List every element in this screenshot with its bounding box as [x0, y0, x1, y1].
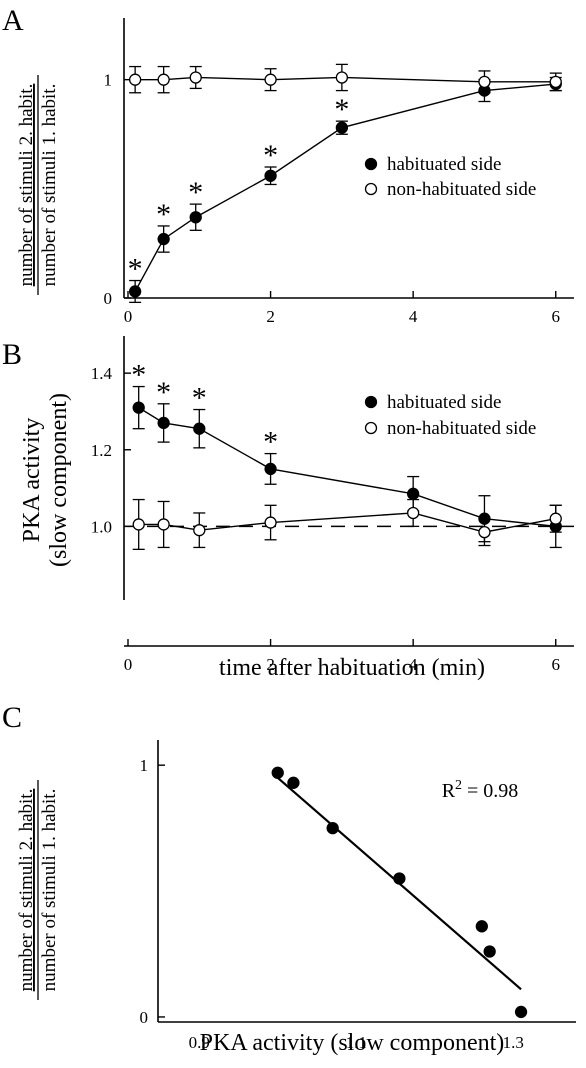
- panel-b-x-tick-label: 4: [409, 655, 418, 674]
- panel-c-point: [475, 920, 488, 933]
- panel-b-ylabel: PKA activity (slow component): [19, 393, 72, 567]
- panel-b-point-filled: [157, 416, 170, 430]
- legend-filled-label: habituated side: [387, 154, 502, 175]
- panel-a: A 0 1 0 2 4 6 * * * * * habituated side non-habit…: [2, 4, 574, 326]
- panel-a-y-tick-label: 0: [104, 289, 113, 308]
- panel-a-legend: habituated side non-habituated side: [364, 154, 536, 200]
- panel-b-point-open: [157, 518, 170, 531]
- panel-c-ylabel-numerator: number of stimuli 2. habit.: [16, 789, 37, 992]
- panel-b-point-open: [478, 525, 491, 539]
- panel-a-point-filled: [335, 121, 349, 134]
- panel-a-x-tick-label: 2: [266, 307, 275, 326]
- panel-a-point-open: [264, 73, 277, 86]
- legend-filled-marker: [364, 157, 378, 171]
- panel-a-significance-star: *: [334, 93, 349, 126]
- panel-b-significance-star: *: [131, 359, 146, 392]
- panel-a-significance-star: *: [263, 139, 278, 172]
- panel-b: B 1.0 1.2 1.4 0 2 4 6 * * * * habituated side non…: [2, 336, 574, 681]
- legend-b-filled-label: habituated side: [387, 392, 502, 413]
- panel-a-x-tick-label: 4: [409, 307, 418, 326]
- panel-b-point-open: [549, 512, 562, 525]
- panel-a-significance-star: *: [128, 253, 143, 286]
- panel-a-axes: 0 1 0 2 4 6: [104, 18, 574, 326]
- panel-b-significance-star: *: [156, 376, 171, 409]
- panel-a-point-filled: [189, 211, 202, 224]
- panel-c-axes: 0 1 0.9 1.1 1.3: [140, 740, 576, 1052]
- panel-c-point: [393, 872, 406, 885]
- r-squared-annotation: R2 = 0.98: [442, 778, 519, 802]
- panel-b-y-tick-label: 1.4: [91, 364, 113, 383]
- panel-letter-c: C: [2, 701, 22, 734]
- panel-b-point-filled: [264, 462, 277, 476]
- panel-b-x-tick-label: 6: [551, 655, 560, 674]
- panel-c-ylabel-denominator: number of stimuli 1. habit.: [39, 789, 60, 992]
- panel-c-y-tick-label: 0: [140, 1008, 149, 1027]
- r-squared-superscript: 2: [455, 778, 462, 793]
- panel-c-point: [271, 766, 284, 779]
- panel-b-point-filled: [132, 401, 145, 414]
- legend-b-open-marker: [364, 421, 378, 435]
- panel-c-ylabel: number of stimuli 2. habit. number of st…: [16, 780, 60, 1000]
- panel-a-point-filled: [128, 285, 142, 298]
- panel-letter-b: B: [2, 338, 22, 371]
- panel-b-point-filled: [193, 422, 206, 435]
- panel-a-point-filled: [264, 169, 277, 182]
- panel-c-plot: [271, 766, 528, 1019]
- panel-c-x-tick-label: 1.1: [346, 1033, 367, 1052]
- panel-a-plot: * * * * *: [128, 63, 562, 304]
- panel-b-point-open: [132, 518, 145, 531]
- panel-letter-a: A: [2, 4, 24, 37]
- panel-b-xlabel: time after habituation (min): [219, 655, 485, 681]
- panel-a-significance-star: *: [188, 176, 203, 209]
- panel-b-y-tick-label: 1.0: [91, 517, 112, 536]
- panel-b-significance-star: *: [192, 382, 207, 415]
- panel-a-point-open: [478, 75, 491, 88]
- panel-b-x-tick-label: 0: [124, 655, 133, 674]
- panel-c-point: [326, 821, 339, 835]
- panel-a-point-filled: [157, 232, 170, 246]
- panel-c-point: [287, 776, 300, 789]
- panel-b-point-open: [193, 524, 206, 537]
- panel-b-point-open: [407, 506, 420, 520]
- panel-b-plot: * * * *: [124, 359, 574, 551]
- panel-c-y-tick-label: 1: [140, 756, 149, 775]
- panel-a-x-tick-label: 0: [124, 307, 133, 326]
- panel-a-ylabel-numerator: number of stimuli 2. habit.: [16, 84, 37, 287]
- panel-a-point-open: [189, 71, 202, 84]
- panel-b-x-tick-label: 2: [266, 655, 275, 674]
- panel-b-point-open: [264, 516, 277, 529]
- panel-a-point-open: [549, 75, 562, 88]
- panel-a-point-open: [157, 73, 170, 86]
- legend-open-label: non-habituated side: [387, 179, 536, 200]
- panel-c: C 0 1 0.9 1.1 1.3 R2 = 0.98 number of stimul…: [2, 701, 576, 1056]
- panel-c-x-tick-label: 1.3: [503, 1033, 524, 1052]
- panel-c-point: [514, 1005, 528, 1019]
- panel-b-y-tick-label: 1.2: [91, 441, 112, 460]
- panel-c-xlabel: PKA activity (slow component): [200, 1030, 505, 1056]
- panel-c-x-tick-label: 0.9: [189, 1033, 210, 1052]
- r-squared-value: = 0.98: [462, 780, 518, 802]
- panel-a-point-open: [335, 71, 349, 84]
- r-squared-base: R: [442, 780, 456, 802]
- panel-b-legend: habituated side non-habituated side: [364, 392, 536, 439]
- panel-a-x-tick-label: 6: [551, 307, 560, 326]
- panel-b-ylabel-line2: (slow component): [46, 393, 72, 567]
- panel-c-point: [483, 945, 496, 958]
- legend-b-filled-marker: [364, 395, 378, 409]
- panel-b-axes: 1.0 1.2 1.4 0 2 4 6: [91, 336, 574, 674]
- legend-b-open-label: non-habituated side: [387, 418, 536, 439]
- panel-b-significance-star: *: [263, 426, 278, 459]
- panel-a-ylabel: number of stimuli 2. habit. number of st…: [16, 75, 60, 295]
- panel-a-ylabel-denominator: number of stimuli 1. habit.: [39, 84, 60, 287]
- panel-b-ylabel-line1: PKA activity: [19, 418, 45, 543]
- legend-open-marker: [364, 182, 378, 196]
- panel-b-point-filled: [407, 487, 420, 500]
- panel-a-significance-star: *: [156, 198, 171, 231]
- panel-a-point-open: [128, 73, 142, 86]
- panel-a-y-tick-label: 1: [104, 71, 113, 90]
- panel-b-point-filled: [478, 512, 491, 525]
